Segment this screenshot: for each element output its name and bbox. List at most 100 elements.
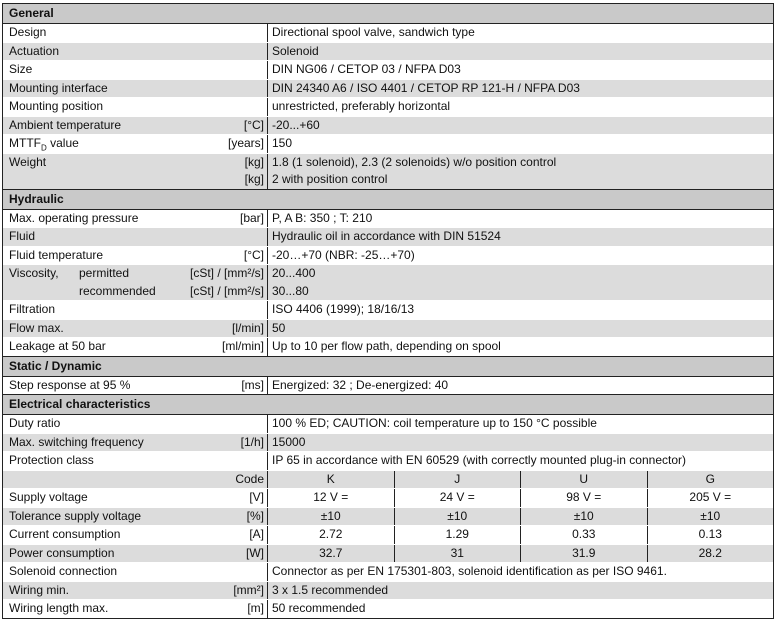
row-value: -20…+70 (NBR: -25…+70) <box>272 247 415 262</box>
code-columns: 32.7 31 31.9 28.2 <box>268 544 773 562</box>
row-value: 20...400 <box>272 266 316 280</box>
label-text: MTTF <box>9 136 41 150</box>
row-label: Duty ratio <box>9 415 264 433</box>
row-value: DIN NG06 / CETOP 03 / NFPA D03 <box>272 62 461 76</box>
code-value: 31.9 <box>520 544 647 562</box>
row-value-cell: Connector as per EN 175301-803, solenoid… <box>268 563 773 581</box>
label-text: Duty ratio <box>9 416 61 430</box>
row-label: Fluid temperature <box>9 247 244 265</box>
row-label: Filtration <box>9 301 264 319</box>
label-text: Fluid <box>9 229 36 243</box>
table-row: MTTFD value [years] 150 <box>3 134 773 153</box>
row-value-cell: 1.8 (1 solenoid), 2.3 (2 solenoids) w/o … <box>268 154 773 189</box>
row-value: P, A B: 350 ; T: 210 <box>272 210 373 225</box>
table-row: Size DIN NG06 / CETOP 03 / NFPA D03 <box>3 60 773 79</box>
row-label-cell: Max. operating pressure [bar] <box>3 209 268 227</box>
table-row: Mounting interface DIN 24340 A6 / ISO 440… <box>3 78 773 97</box>
row-value-cell: Directional spool valve, sandwich type <box>268 24 773 42</box>
label-text: Mounting interface <box>9 80 108 95</box>
row-label-spacer <box>9 171 245 189</box>
row-label: Fluid <box>9 228 264 246</box>
row-value-cell: Hydraulic oil in accordance with DIN 515… <box>268 228 773 246</box>
code-value: 32.7 <box>319 545 343 560</box>
table-row: Weight [kg] [kg] 1.8 (1 solenoid), 2.3 (2 s… <box>3 152 773 189</box>
row-unit: [A] <box>249 527 264 541</box>
row-label-spacer <box>9 283 79 301</box>
section-header: Hydraulic <box>3 188 773 209</box>
row-unit: [kg] <box>244 172 264 186</box>
label-line: Supply voltage [V] <box>9 489 264 507</box>
label-text: Flow max. <box>9 320 64 335</box>
code-value: 24 V = <box>393 489 521 507</box>
row-label: Wiring min. <box>9 582 233 600</box>
label-text: Wiring min. <box>9 582 70 597</box>
table-row: Flow max. [l/min] 50 <box>3 318 773 338</box>
row-value: -20...+60 <box>272 117 320 132</box>
label-line: Power consumption [W] <box>9 545 264 563</box>
code-value: 205 V = <box>646 489 774 507</box>
row-value-cell: 50 recommended <box>268 600 773 618</box>
row-value-cell: IP 65 in accordance with EN 60529 (with … <box>268 452 773 470</box>
row-unit: [cSt] / [mm²/s] <box>190 266 264 280</box>
row-value: 50 recommended <box>272 601 366 615</box>
label-text: Max. switching frequency <box>9 434 144 449</box>
row-label-cell: Code <box>3 470 268 489</box>
row-label-cell: Duty ratio <box>3 415 268 433</box>
row-value: Directional spool valve, sandwich type <box>272 25 475 39</box>
row-label-cell: Viscosity, permitted [cSt] / [mm²/s] recomm… <box>3 265 268 300</box>
table-row: Fluid Hydraulic oil in accordance with DI… <box>3 227 773 246</box>
label-line: Protection class <box>9 452 264 470</box>
table-row: Design Directional spool valve, sandwich … <box>3 23 773 42</box>
label-line: Mounting position <box>9 98 264 116</box>
row-label: Tolerance supply voltage <box>9 508 247 526</box>
table-row: Max. switching frequency [1/h] 15000 <box>3 432 773 451</box>
code-value: 98 V = <box>520 489 647 507</box>
label-text: Design <box>9 25 47 39</box>
code-value: ±10 <box>520 507 647 525</box>
table-row: Current consumption [A] 2.72 1.29 0.33 0.13 <box>3 525 773 544</box>
table-row: Tolerance supply voltage [%] ±10 ±10 ±10 ±10 <box>3 506 773 526</box>
row-value: 15000 <box>272 434 306 449</box>
row-unit: Code <box>235 471 264 486</box>
row-label: Current consumption <box>9 526 249 544</box>
row-label-cell: Ambient temperature [°C] <box>3 116 268 135</box>
row-sublabel: permitted <box>79 266 130 280</box>
label-line: Code <box>9 471 264 489</box>
row-label-cell: Wiring length max. [m] <box>3 600 268 618</box>
label-line: Weight [kg] <box>9 154 264 172</box>
label-line: Wiring min. [mm²] <box>9 582 264 600</box>
row-label-cell: Tolerance supply voltage [%] <box>3 507 268 526</box>
row-value-cell: -20...+60 <box>268 117 773 135</box>
label-subscript: D <box>41 143 47 153</box>
row-value-cell: 100 % ED; CAUTION: coil temperature up t… <box>268 415 773 433</box>
table-row: Step response at 95 % [ms] Energized: 32 ;… <box>3 375 773 395</box>
label-line: [kg] <box>9 171 264 189</box>
row-label: Mounting position <box>9 98 264 116</box>
code-value: 1.29 <box>393 526 521 544</box>
table-row: Duty ratio 100 % ED; CAUTION: coil temper… <box>3 414 773 433</box>
label-text: Power consumption <box>9 545 115 560</box>
code-columns: 12 V = 24 V = 98 V = 205 V = <box>268 489 773 507</box>
row-unit: [1/h] <box>240 434 264 449</box>
label-line: MTTFD value [years] <box>9 135 264 153</box>
row-label: Supply voltage <box>9 489 249 507</box>
row-unit: [l/min] <box>231 320 264 335</box>
row-value-cell: Energized: 32 ; De-energized: 40 <box>268 377 773 395</box>
row-label: Ambient temperature <box>9 117 244 135</box>
code-value: ±10 <box>393 507 521 525</box>
row-unit: [cSt] / [mm²/s] <box>190 283 264 298</box>
label-text: Max. operating pressure <box>9 210 139 225</box>
label-text: Ambient temperature <box>9 117 122 132</box>
code-value: 12 V = <box>313 490 349 504</box>
row-value-cell: Up to 10 per flow path, depending on spo… <box>268 338 773 356</box>
table-row: Actuation Solenoid <box>3 41 773 60</box>
row-label-cell: Max. switching frequency [1/h] <box>3 433 268 451</box>
row-label: Flow max. <box>9 320 232 338</box>
row-unit: [V] <box>249 490 264 504</box>
label-line: Step response at 95 % [ms] <box>9 377 264 395</box>
row-label-cell: Wiring min. [mm²] <box>3 581 268 600</box>
row-label: Step response at 95 % <box>9 377 241 395</box>
row-unit: [bar] <box>239 210 264 225</box>
row-label-cell: Design <box>3 24 268 42</box>
